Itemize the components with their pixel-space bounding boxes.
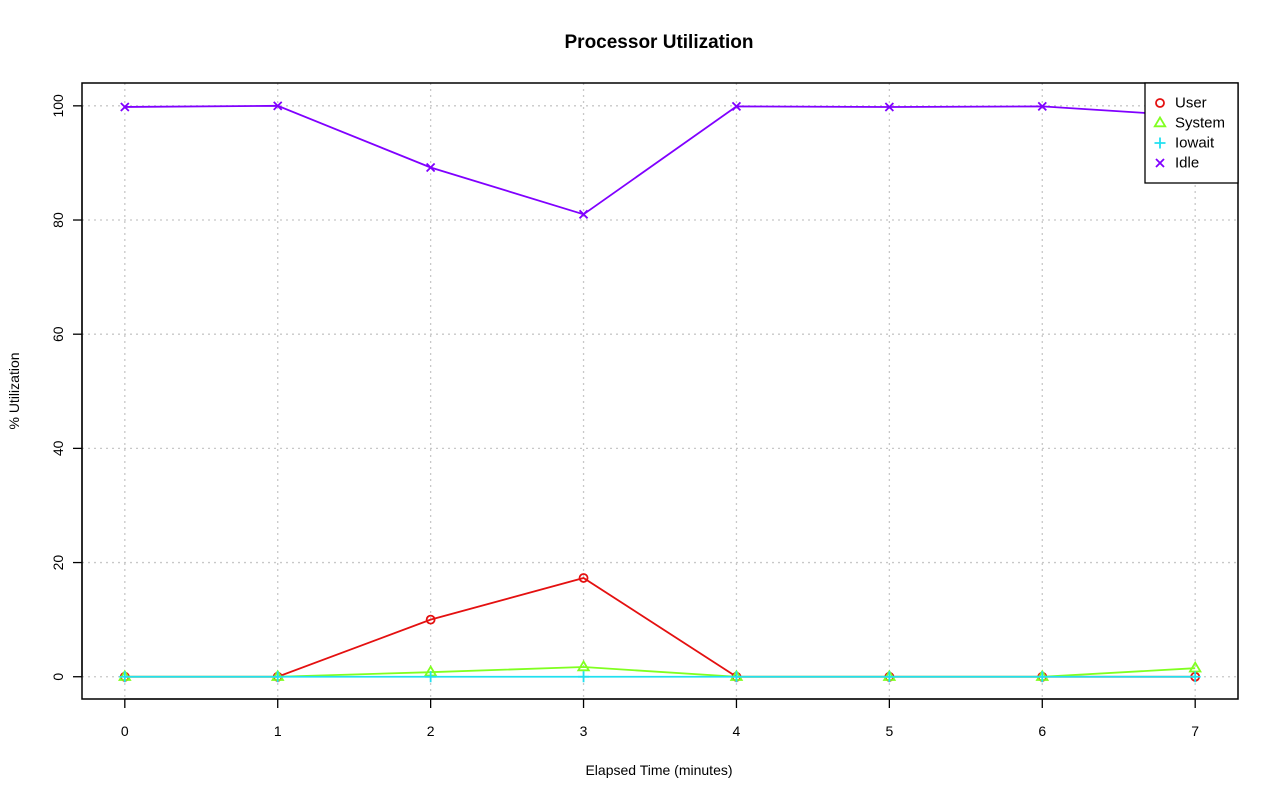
y-tick-label: 40 (50, 440, 66, 456)
data-point-idle (425, 162, 436, 173)
data-point-system (1188, 660, 1202, 673)
y-tick-label: 60 (50, 326, 66, 342)
data-point-iowait (272, 671, 284, 683)
data-point-user (425, 614, 436, 625)
data-point-idle (578, 209, 589, 219)
legend-marker-iowait (1154, 137, 1166, 149)
data-point-idle (731, 101, 742, 112)
data-point-iowait (425, 671, 437, 683)
series-line-user (124, 576, 1196, 678)
legend-marker-user (1155, 98, 1165, 108)
data-point-iowait (578, 671, 590, 683)
x-tick-label: 2 (427, 723, 435, 739)
y-tick-label: 20 (50, 555, 66, 571)
x-tick-label: 7 (1191, 723, 1199, 739)
y-tick-label: 100 (50, 94, 66, 118)
grid-lines (82, 83, 1238, 699)
data-point-idle (884, 102, 895, 112)
x-axis-label: Elapsed Time (minutes) (585, 762, 732, 778)
legend-label-idle: Idle (1175, 155, 1199, 172)
data-point-idle (273, 101, 283, 111)
legend-item-system: System (1153, 115, 1225, 132)
x-tick-label: 4 (733, 723, 741, 739)
series-idle (120, 101, 1200, 219)
legend-label-iowait: Iowait (1175, 135, 1215, 152)
data-point-system (576, 659, 591, 672)
series-iowait (119, 671, 1201, 683)
legend-marker-system (1153, 115, 1167, 128)
x-tick-label: 6 (1038, 723, 1046, 739)
series-line-system (124, 666, 1196, 678)
data-point-iowait (119, 671, 131, 683)
data-point-user (578, 573, 589, 583)
legend-label-system: System (1175, 115, 1225, 132)
legend-label-user: User (1175, 95, 1207, 112)
plot-frame (81, 82, 1239, 700)
x-tick-label: 1 (274, 723, 282, 739)
y-tick-label: 80 (50, 212, 66, 228)
legend-item-user: User (1155, 95, 1207, 112)
data-point-iowait (1036, 671, 1048, 683)
y-axis: 0 20 40 60 80 100 (50, 94, 83, 681)
y-axis-label: % Utilization (6, 352, 22, 429)
data-point-iowait (883, 671, 895, 683)
data-point-iowait (730, 671, 742, 683)
chart-title: Processor Utilization (565, 32, 754, 53)
x-tick-label: 0 (121, 723, 129, 739)
legend-item-iowait: Iowait (1154, 135, 1215, 152)
y-tick-label: 0 (50, 673, 66, 681)
x-tick-label: 3 (580, 723, 588, 739)
legend-marker-idle (1155, 158, 1165, 168)
series-line-idle (124, 104, 1196, 216)
series-layer (118, 101, 1202, 683)
legend-item-idle: Idle (1155, 155, 1199, 172)
series-user (119, 573, 1201, 682)
data-point-idle (120, 102, 130, 112)
x-tick-label: 5 (885, 723, 893, 739)
data-point-idle (1037, 101, 1047, 112)
legend: User System Iowait Idle (1144, 82, 1239, 184)
x-axis: 0 1 2 3 4 5 6 7 (121, 698, 1199, 739)
data-point-iowait (1189, 671, 1201, 683)
